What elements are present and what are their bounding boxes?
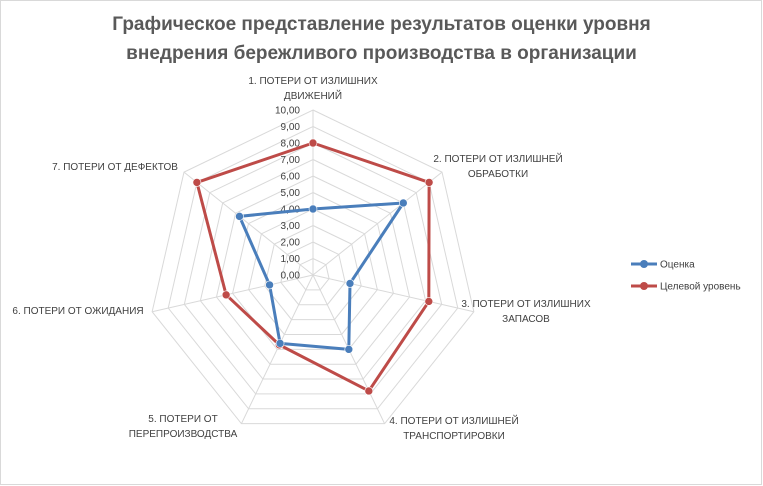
tick-label: 3,00 bbox=[281, 221, 301, 232]
grid-ring bbox=[264, 224, 362, 321]
category-label-line: 4. ПОТЕРИ ОТ ИЗЛИШНЕЙ bbox=[389, 414, 518, 427]
data-point bbox=[424, 297, 434, 306]
tick-label: 9,00 bbox=[281, 122, 301, 133]
series-line bbox=[195, 141, 431, 393]
category-label-line: ЗАПАСОВ bbox=[502, 314, 550, 325]
category-label-line: 7. ПОТЕРИ ОТ ДЕФЕКТОВ bbox=[52, 162, 178, 173]
category-label-line: 1. ПОТЕРИ ОТ ИЗЛИШНИХ bbox=[248, 76, 378, 87]
category-label: 2. ПОТЕРИ ОТ ИЗЛИШНЕЙ ОБРАБОТКИ bbox=[433, 152, 562, 180]
chart-title-line-2: внедрения бережливого производства в орг… bbox=[126, 43, 637, 64]
grid-ring bbox=[232, 191, 394, 350]
grid-ring bbox=[296, 257, 330, 291]
radar-series bbox=[192, 138, 434, 396]
category-label: 7. ПОТЕРИ ОТ ДЕФЕКТОВ bbox=[52, 162, 178, 173]
tick-label: 7,00 bbox=[281, 155, 301, 166]
category-label-line: ПЕРЕПРОИЗВОДСТВА bbox=[129, 429, 238, 440]
category-label-line: 2. ПОТЕРИ ОТ ИЗЛИШНЕЙ bbox=[433, 152, 562, 165]
spoke bbox=[312, 171, 443, 276]
grid-ring bbox=[248, 208, 378, 335]
category-label-line: ОБРАБОТКИ bbox=[468, 169, 528, 180]
legend-swatch-marker bbox=[640, 282, 648, 290]
tick-label: 6,00 bbox=[281, 172, 301, 183]
grid-ring bbox=[199, 158, 427, 380]
category-labels: 1. ПОТЕРИ ОТ ИЗЛИШНИХ ДВИЖЕНИЙ 2. ПОТЕРИ О… bbox=[12, 76, 591, 442]
radar-spokes bbox=[152, 110, 474, 424]
series-score bbox=[235, 198, 408, 354]
legend-label: Целевой уровень bbox=[660, 282, 741, 293]
grid-ring bbox=[167, 125, 459, 410]
data-point bbox=[424, 178, 434, 187]
tick-label: 1,00 bbox=[281, 254, 301, 265]
category-label-line: 6. ПОТЕРИ ОТ ОЖИДАНИЯ bbox=[12, 306, 143, 317]
spoke bbox=[183, 171, 314, 276]
category-label-line: 5. ПОТЕРИ ОТ bbox=[148, 414, 217, 425]
chart-title-line-1: Графическое представление результатов оц… bbox=[112, 14, 651, 35]
legend: Оценка Целевой уровень bbox=[631, 260, 741, 293]
tick-label: 8,00 bbox=[281, 139, 301, 150]
category-label: 5. ПОТЕРИ ОТ ПЕРЕПРОИЗВОДСТВА bbox=[129, 414, 238, 440]
tick-label: 10,00 bbox=[275, 106, 300, 117]
series-target bbox=[192, 138, 434, 396]
category-label: 1. ПОТЕРИ ОТ ИЗЛИШНИХ ДВИЖЕНИЙ bbox=[248, 76, 378, 102]
category-label-line: ТРАНСПОРТИРОВКИ bbox=[403, 431, 505, 442]
category-label-line: ДВИЖЕНИЙ bbox=[284, 89, 342, 102]
data-point bbox=[308, 138, 318, 148]
data-point bbox=[221, 290, 231, 300]
data-point bbox=[235, 212, 244, 221]
legend-item: Целевой уровень bbox=[631, 282, 741, 293]
category-label: 3. ПОТЕРИ ОТ ИЗЛИШНИХ ЗАПАСОВ bbox=[461, 299, 591, 325]
category-label: 4. ПОТЕРИ ОТ ИЗЛИШНЕЙ ТРАНСПОРТИРОВКИ bbox=[389, 414, 518, 442]
grid-ring bbox=[151, 109, 475, 425]
spoke bbox=[240, 274, 314, 424]
data-point bbox=[275, 339, 285, 348]
spoke bbox=[312, 274, 474, 313]
spoke bbox=[152, 274, 314, 313]
data-point bbox=[364, 386, 374, 396]
tick-label: 2,00 bbox=[281, 238, 301, 249]
legend-label: Оценка bbox=[660, 260, 695, 271]
data-point bbox=[344, 345, 354, 354]
chart-title: Графическое представление результатов оц… bbox=[0, 10, 763, 68]
data-point bbox=[192, 178, 202, 187]
category-label: 6. ПОТЕРИ ОТ ОЖИДАНИЯ bbox=[12, 306, 143, 317]
legend-item: Оценка bbox=[631, 260, 695, 271]
data-point bbox=[265, 280, 274, 290]
legend-swatch-marker bbox=[640, 260, 648, 268]
grid-ring bbox=[280, 241, 346, 306]
grid-ring bbox=[215, 175, 411, 365]
tick-label: 5,00 bbox=[281, 188, 301, 199]
data-point bbox=[399, 198, 408, 208]
tick-label: 0,00 bbox=[281, 271, 301, 282]
data-point bbox=[308, 204, 318, 214]
data-point bbox=[345, 279, 355, 288]
radial-tick-labels: 0,001,002,003,004,005,006,007,008,009,00… bbox=[275, 106, 300, 282]
series-line bbox=[237, 201, 405, 351]
category-label-line: 3. ПОТЕРИ ОТ ИЗЛИШНИХ bbox=[461, 299, 591, 310]
